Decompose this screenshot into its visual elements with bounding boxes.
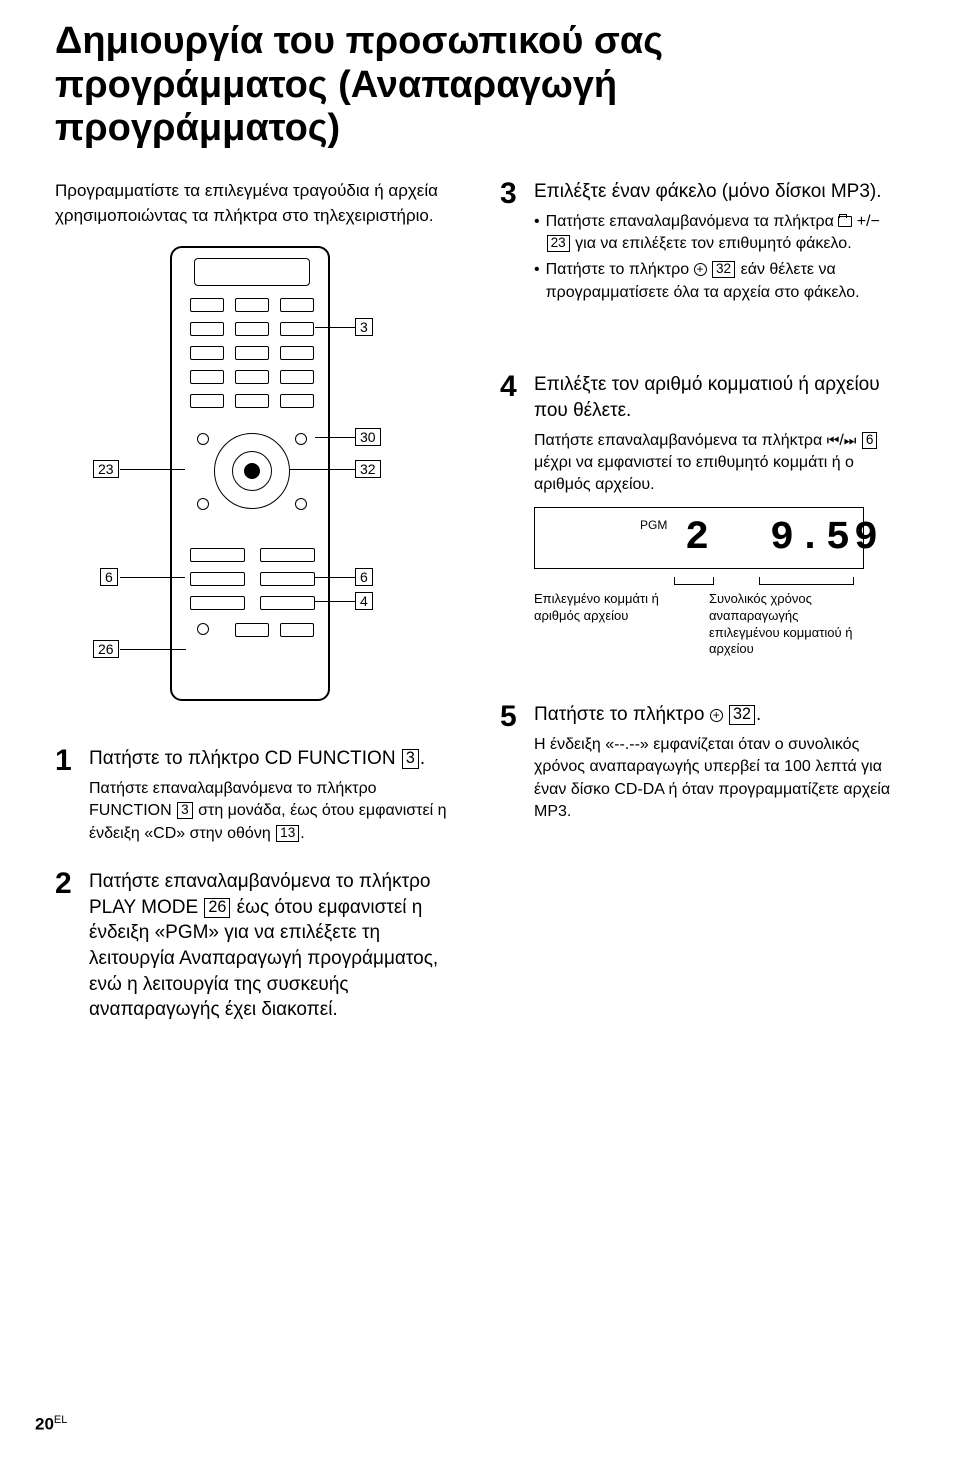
lcd-time: 9.59 (770, 516, 882, 561)
skip-prev-icon: ⏮ (827, 431, 840, 451)
step-5-head: Πατήστε το πλήκτρο 32. (534, 702, 905, 728)
step-2-head: Πατήστε επαναλαμβανόμενα το πλήκτρο PLAY… (89, 869, 460, 1023)
step-4: 4 Επιλέξτε τον αριθμό κομματιού ή αρχείο… (500, 372, 905, 678)
plus-circle-icon (694, 263, 707, 276)
step-3: 3 Επιλέξτε έναν φάκελο (μόνο δίσκοι MP3)… (500, 179, 905, 308)
plus-circle-icon (710, 709, 723, 722)
callout-32: 32 (355, 460, 381, 478)
step-3-bullet-1: • Πατήστε επαναλαμβανόμενα τα πλήκτρα +/… (534, 211, 905, 256)
lcd-display: PGM 2 9.59 (534, 507, 864, 569)
remote-diagram: 3 30 32 23 6 6 4 26 (55, 246, 445, 716)
callout-23: 23 (93, 460, 119, 478)
step-4-head: Επιλέξτε τον αριθμό κομματιού ή αρχείου … (534, 372, 905, 423)
lcd-pgm-indicator: PGM (640, 518, 667, 532)
folder-icon (838, 216, 852, 227)
callout-3: 3 (355, 318, 373, 336)
intro-text: Προγραμματίστε τα επιλεγμένα τραγούδια ή… (55, 179, 460, 228)
page-title: Δημιουργία του προσωπικού σας προγράμματ… (55, 20, 905, 151)
callout-4: 4 (355, 592, 373, 610)
callout-6-right: 6 (355, 568, 373, 586)
step-4-number: 4 (500, 372, 522, 678)
step-5: 5 Πατήστε το πλήκτρο 32. Η ένδειξη «--.-… (500, 702, 905, 823)
lcd-label-left: Επιλεγμένο κομμάτι ή αριθμός αρχείου (534, 591, 689, 659)
callout-30: 30 (355, 428, 381, 446)
callout-6-left: 6 (100, 568, 118, 586)
step-4-sub: Πατήστε επαναλαμβανόμενα τα πλήκτρα ⏮/⏭ … (534, 430, 905, 497)
lcd-track-number: 2 (685, 516, 711, 561)
left-column: Προγραμματίστε τα επιλεγμένα τραγούδια ή… (55, 179, 460, 1053)
step-2: 2 Πατήστε επαναλαμβανόμενα το πλήκτρο PL… (55, 869, 460, 1029)
step-1-head: Πατήστε το πλήκτρο CD FUNCTION 3. (89, 746, 460, 772)
page-footer: 20EL (35, 1414, 67, 1435)
step-3-head: Επιλέξτε έναν φάκελο (μόνο δίσκοι MP3). (534, 179, 905, 205)
skip-next-icon: ⏭ (844, 431, 857, 451)
step-1-number: 1 (55, 746, 77, 845)
step-3-bullet-2: • Πατήστε το πλήκτρο 32 εάν θέλετε να πρ… (534, 259, 905, 304)
callout-26: 26 (93, 640, 119, 658)
step-1: 1 Πατήστε το πλήκτρο CD FUNCTION 3. Πατή… (55, 746, 460, 845)
lcd-label-right: Συνολικός χρόνος αναπαραγωγής επιλεγμένο… (709, 591, 864, 659)
step-5-number: 5 (500, 702, 522, 823)
step-5-sub: Η ένδειξη «--.--» εμφανίζεται όταν ο συν… (534, 734, 905, 824)
step-1-sub: Πατήστε επαναλαμβανόμενα το πλήκτρο FUNC… (89, 778, 460, 845)
right-column: 3 Επιλέξτε έναν φάκελο (μόνο δίσκοι MP3)… (500, 179, 905, 1053)
step-2-number: 2 (55, 869, 77, 1029)
step-3-number: 3 (500, 179, 522, 308)
